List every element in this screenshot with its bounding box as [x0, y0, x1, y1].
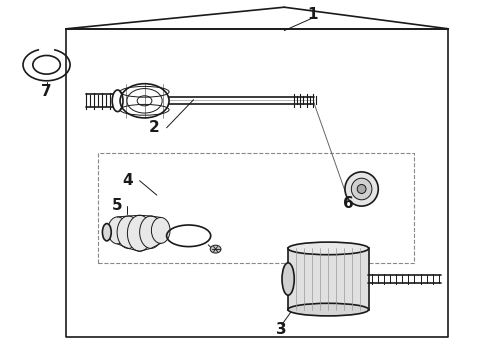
Ellipse shape: [210, 245, 221, 253]
Text: 3: 3: [276, 322, 287, 337]
Ellipse shape: [140, 216, 162, 248]
Text: 1: 1: [307, 7, 318, 22]
Ellipse shape: [357, 185, 366, 194]
Ellipse shape: [345, 172, 378, 206]
Text: 5: 5: [112, 198, 123, 213]
Text: 4: 4: [122, 172, 133, 188]
Ellipse shape: [351, 178, 372, 200]
Ellipse shape: [117, 216, 140, 248]
Ellipse shape: [288, 303, 369, 316]
FancyBboxPatch shape: [288, 248, 369, 310]
Text: 2: 2: [149, 120, 160, 135]
Ellipse shape: [102, 224, 111, 241]
Text: 7: 7: [41, 84, 52, 99]
Ellipse shape: [127, 215, 152, 251]
Ellipse shape: [288, 242, 369, 255]
Ellipse shape: [151, 217, 170, 243]
Ellipse shape: [108, 217, 127, 244]
Ellipse shape: [282, 263, 294, 295]
Text: 6: 6: [343, 196, 353, 211]
